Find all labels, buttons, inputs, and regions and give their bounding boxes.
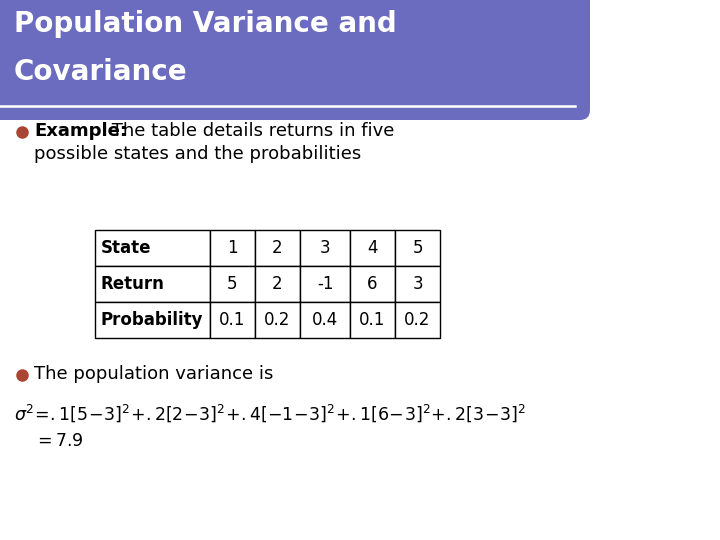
Text: 3: 3 bbox=[412, 275, 423, 293]
Bar bbox=[255, 302, 300, 338]
Bar bbox=[300, 266, 350, 302]
Text: 0.4: 0.4 bbox=[312, 311, 338, 329]
FancyBboxPatch shape bbox=[0, 0, 590, 120]
Bar bbox=[395, 302, 440, 338]
Bar bbox=[255, 230, 300, 266]
Bar bbox=[95, 302, 210, 338]
Text: 0.1: 0.1 bbox=[359, 311, 386, 329]
Text: State: State bbox=[101, 239, 151, 257]
Text: 0.2: 0.2 bbox=[264, 311, 291, 329]
Bar bbox=[95, 266, 210, 302]
Bar bbox=[210, 302, 255, 338]
Bar bbox=[0, 0, 560, 108]
Text: The population variance is: The population variance is bbox=[34, 365, 274, 383]
Text: Return: Return bbox=[101, 275, 165, 293]
Text: 5: 5 bbox=[413, 239, 423, 257]
Text: 2: 2 bbox=[272, 275, 283, 293]
Bar bbox=[210, 266, 255, 302]
Text: 6: 6 bbox=[367, 275, 378, 293]
Text: Population Variance and: Population Variance and bbox=[14, 10, 397, 38]
Text: Covariance: Covariance bbox=[14, 58, 188, 86]
Text: 5: 5 bbox=[228, 275, 238, 293]
Text: 2: 2 bbox=[272, 239, 283, 257]
Text: 3: 3 bbox=[320, 239, 330, 257]
Text: 0.2: 0.2 bbox=[405, 311, 431, 329]
Bar bbox=[395, 266, 440, 302]
Bar bbox=[350, 266, 395, 302]
Text: 1: 1 bbox=[228, 239, 238, 257]
Bar bbox=[350, 302, 395, 338]
Bar bbox=[350, 230, 395, 266]
FancyBboxPatch shape bbox=[500, 0, 590, 108]
Bar bbox=[300, 230, 350, 266]
Bar bbox=[210, 230, 255, 266]
Text: 4: 4 bbox=[367, 239, 378, 257]
Bar bbox=[0, 0, 20, 110]
Text: 0.1: 0.1 bbox=[220, 311, 246, 329]
Text: Probability: Probability bbox=[101, 311, 204, 329]
Bar bbox=[300, 302, 350, 338]
Text: possible states and the probabilities: possible states and the probabilities bbox=[34, 145, 361, 163]
Bar bbox=[395, 230, 440, 266]
Text: $\sigma^2\!=\!.1[5\!-\!3]^2\!+\!.2[2\!-\!3]^2\!+\!.4[-1\!-\!3]^2\!+\!.1[6\!-\!3]: $\sigma^2\!=\!.1[5\!-\!3]^2\!+\!.2[2\!-\… bbox=[14, 402, 526, 424]
Text: $=7.9$: $=7.9$ bbox=[34, 432, 84, 450]
Text: Example:: Example: bbox=[34, 122, 127, 140]
Text: -1: -1 bbox=[317, 275, 333, 293]
Bar bbox=[95, 230, 210, 266]
Text: The table details returns in five: The table details returns in five bbox=[106, 122, 395, 140]
Bar bbox=[255, 266, 300, 302]
